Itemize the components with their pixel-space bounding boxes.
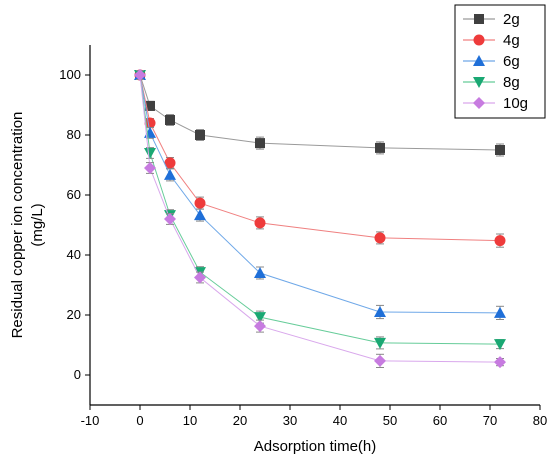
data-point-4g [254, 217, 266, 229]
data-point-2g [495, 145, 505, 155]
y-tick-label: 0 [74, 367, 81, 382]
data-point-2g [255, 138, 265, 149]
data-point-8g [494, 339, 506, 351]
x-tick-label: 70 [483, 413, 497, 428]
data-point-4g [374, 232, 386, 244]
series-10g [134, 69, 506, 369]
y-tick-label: 20 [67, 307, 81, 322]
series-line-10g [139, 74, 501, 363]
data-point-10g [374, 354, 386, 367]
legend-label-10g: 10g [503, 95, 528, 112]
x-tick-label: 40 [333, 413, 347, 428]
data-point-6g [194, 209, 206, 221]
legend-marker-6g [473, 55, 485, 66]
data-point-10g [194, 271, 206, 284]
legend-marker-10g [473, 97, 485, 109]
y-axis-label: Residual copper ion concentration [9, 112, 26, 339]
data-point-10g [494, 356, 506, 369]
data-point-10g [134, 69, 146, 81]
data-point-4g [164, 157, 176, 169]
data-point-10g [144, 162, 156, 174]
data-point-2g [195, 130, 205, 140]
x-tick-label: 20 [233, 413, 247, 428]
data-point-8g [374, 337, 386, 349]
data-point-4g [194, 197, 206, 209]
series-line-6g [139, 74, 501, 314]
legend-label-2g: 2g [503, 11, 520, 28]
series-line-4g [139, 74, 501, 242]
x-tick-label: -10 [81, 413, 100, 428]
x-axis-label: Adsorption time(h) [254, 438, 377, 455]
data-point-4g [144, 117, 156, 129]
x-tick-label: 10 [183, 413, 197, 428]
data-point-6g [144, 126, 156, 138]
data-point-2g [165, 115, 175, 125]
series-line-8g [139, 74, 501, 345]
series-6g [134, 69, 506, 320]
data-point-8g [144, 148, 156, 159]
data-point-6g [164, 168, 176, 180]
series-4g [134, 69, 506, 248]
y-tick-label: 60 [67, 187, 81, 202]
data-point-2g [145, 100, 155, 111]
data-point-4g [494, 235, 506, 247]
legend-label-8g: 8g [503, 74, 520, 91]
series-8g [134, 70, 506, 351]
plot-area [134, 69, 506, 369]
y-axis-label-unit: (mg/L) [29, 203, 46, 246]
legend: 2g 4g 6g 8g 10g [454, 4, 546, 119]
legend-label-4g: 4g [503, 32, 520, 49]
legend-label-6g: 6g [503, 53, 520, 70]
data-point-8g [254, 312, 266, 324]
axes: Adsorption time(h) Residual copper ion c… [9, 45, 547, 455]
data-point-10g [164, 213, 176, 225]
x-tick-label: 30 [283, 413, 297, 428]
legend-marker-4g [473, 34, 485, 46]
x-tick-label: 0 [136, 413, 143, 428]
data-point-2g [375, 142, 385, 153]
legend-marker-2g [474, 14, 484, 24]
data-point-6g [374, 306, 386, 317]
x-tick-label: 60 [433, 413, 447, 428]
series-line-2g [139, 74, 501, 151]
y-tick-label: 100 [59, 67, 81, 82]
x-tick-label: 50 [383, 413, 397, 428]
series-2g [135, 70, 505, 157]
data-point-6g [494, 306, 506, 318]
y-tick-label: 40 [67, 247, 81, 262]
data-point-6g [254, 267, 266, 278]
x-tick-label: 80 [533, 413, 547, 428]
y-tick-label: 80 [67, 127, 81, 142]
data-point-10g [254, 320, 266, 333]
legend-marker-8g [473, 77, 485, 88]
